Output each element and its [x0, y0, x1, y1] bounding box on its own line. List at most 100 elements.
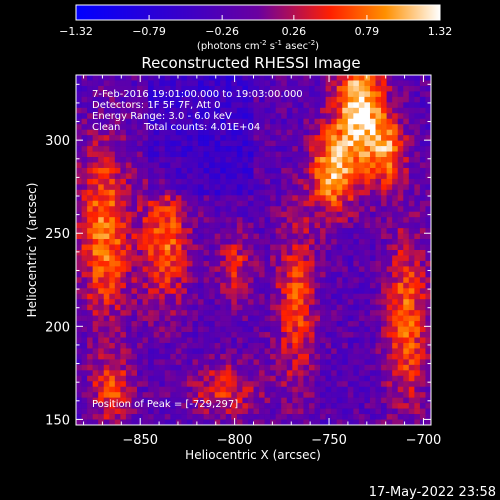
heatmap-cell: [242, 332, 249, 338]
heatmap-cell: [203, 304, 210, 311]
heatmap-cell: [175, 129, 182, 136]
heatmap-cell: [137, 211, 143, 218]
heatmap-cell: [347, 304, 354, 311]
heatmap-cell: [275, 370, 282, 377]
heatmap-cell: [331, 233, 338, 240]
heatmap-cell: [403, 157, 410, 163]
heatmap-cell: [87, 271, 93, 278]
heatmap-cell: [386, 293, 393, 300]
heatmap-cell: [87, 386, 93, 393]
heatmap-cell: [270, 184, 276, 191]
heatmap-cell: [142, 386, 149, 393]
heatmap-cell: [247, 222, 254, 229]
heatmap-cell: [419, 146, 426, 152]
heatmap-cell: [408, 85, 415, 92]
heatmap-cell: [203, 91, 210, 98]
heatmap-cell: [114, 211, 121, 218]
heatmap-cell: [220, 195, 227, 202]
heatmap-cell: [236, 288, 243, 295]
heatmap-cell: [286, 151, 293, 158]
heatmap-cell: [308, 173, 315, 180]
heatmap-cell: [369, 255, 376, 262]
heatmap-cell: [87, 244, 93, 251]
heatmap-cell: [286, 299, 293, 305]
heatmap-cell: [203, 239, 210, 245]
heatmap-cell: [270, 228, 276, 234]
x-tick-label: −750: [311, 433, 347, 448]
heatmap-cell: [247, 233, 254, 240]
heatmap-cell: [203, 375, 210, 382]
heatmap-cell: [392, 370, 399, 377]
heatmap-cell: [159, 260, 166, 267]
heatmap-cell: [331, 419, 338, 426]
heatmap-cell: [392, 96, 399, 103]
heatmap-cell: [242, 228, 249, 234]
heatmap-cell: [259, 414, 265, 420]
heatmap-cell: [275, 151, 282, 158]
heatmap-cell: [181, 266, 188, 273]
heatmap-cell: [375, 342, 382, 349]
heatmap-cell: [236, 364, 243, 371]
heatmap-cell: [281, 80, 288, 87]
heatmap-cell: [81, 162, 88, 169]
heatmap-cell: [358, 91, 365, 98]
heatmap-cell: [342, 310, 349, 316]
heatmap-cell: [264, 282, 271, 289]
heatmap-cell: [303, 96, 310, 103]
heatmap-cell: [253, 266, 260, 273]
heatmap-cell: [98, 326, 105, 333]
heatmap-cell: [336, 364, 343, 371]
heatmap-cell: [336, 315, 343, 322]
heatmap-cell: [92, 85, 99, 92]
heatmap-cell: [314, 255, 321, 262]
heatmap-cell: [170, 146, 177, 152]
heatmap-cell: [203, 206, 210, 213]
heatmap-cell: [142, 277, 149, 284]
heatmap-cell: [253, 250, 260, 256]
heatmap-cell: [408, 107, 415, 114]
heatmap-cell: [275, 310, 282, 316]
heatmap-cell: [242, 370, 249, 377]
heatmap-cell: [325, 129, 332, 136]
heatmap-cell: [275, 140, 282, 147]
heatmap-cell: [314, 375, 321, 382]
heatmap-cell: [236, 184, 243, 191]
heatmap-cell: [142, 353, 149, 360]
heatmap-cell: [159, 282, 166, 289]
heatmap-cell: [76, 255, 82, 262]
heatmap-cell: [92, 222, 99, 229]
heatmap-cell: [336, 135, 343, 141]
heatmap-cell: [164, 310, 171, 316]
heatmap-cell: [148, 96, 154, 103]
heatmap-cell: [114, 195, 121, 202]
heatmap-cell: [281, 233, 288, 240]
heatmap-cell: [414, 151, 421, 158]
heatmap-cell: [336, 107, 343, 114]
heatmap-cell: [236, 146, 243, 152]
heatmap-cell: [225, 403, 232, 409]
heatmap-cell: [142, 326, 149, 333]
heatmap-cell: [87, 392, 93, 398]
heatmap-cell: [109, 304, 116, 311]
heatmap-cell: [375, 370, 382, 377]
heatmap-cell: [114, 266, 121, 273]
heatmap-cell: [419, 113, 426, 120]
heatmap-cell: [303, 102, 310, 109]
heatmap-cell: [170, 96, 177, 103]
heatmap-cell: [164, 113, 171, 120]
heatmap-cell: [325, 189, 332, 196]
heatmap-cell: [264, 167, 271, 174]
heatmap-cell: [408, 250, 415, 256]
heatmap-cell: [292, 157, 299, 163]
heatmap-cell: [386, 113, 393, 120]
heatmap-cell: [181, 129, 188, 136]
heatmap-cell: [414, 392, 421, 398]
heatmap-cell: [142, 189, 149, 196]
heatmap-cell: [336, 321, 343, 327]
heatmap-cell: [225, 91, 232, 98]
heatmap-cell: [419, 348, 426, 355]
heatmap-cell: [214, 408, 221, 415]
heatmap-cell: [414, 91, 421, 98]
heatmap-cell: [369, 337, 376, 344]
heatmap-cells: [76, 75, 432, 426]
